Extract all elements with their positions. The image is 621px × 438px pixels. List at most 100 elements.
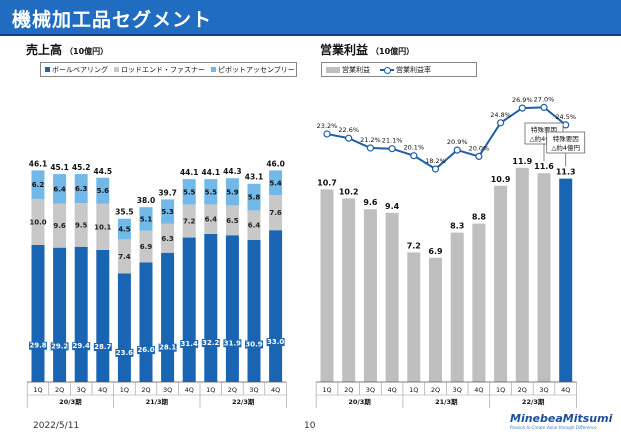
profit-group-label-1: 21/3期 <box>435 397 458 406</box>
legend-ball-label: ボールベアリング <box>52 65 108 74</box>
sales-group-label-0: 20/3期 <box>59 397 82 406</box>
sales-value-ball-10: 30.9 <box>245 340 262 348</box>
sales-bar-pivot-10 <box>247 183 261 211</box>
sales-bar-pivot-5 <box>139 207 153 231</box>
profit-value-8: 10.9 <box>491 175 511 184</box>
sales-total-11: 46.0 <box>266 159 285 168</box>
sales-value-ball-2: 29.4 <box>73 342 90 350</box>
profit-group-label-0: 20/3期 <box>348 397 371 406</box>
profit-value-0: 10.7 <box>317 178 337 187</box>
profit-xtick-9: 2Q <box>518 386 527 394</box>
legend-profit-label: 営業利益 <box>342 65 370 74</box>
sales-bar-rod-2 <box>74 203 88 247</box>
profit-xtick-2: 3Q <box>366 386 375 394</box>
profit-value-10: 11.6 <box>534 162 554 171</box>
rate-value-0: 23.2% <box>317 122 338 130</box>
sales-total-7: 44.1 <box>180 168 199 177</box>
rate-point-9 <box>518 104 526 112</box>
sales-value-pivot-2: 6.3 <box>75 185 88 193</box>
sales-bar-rod-7 <box>182 204 196 238</box>
rate-point-10 <box>540 103 548 112</box>
legend-rod-swatch <box>114 67 119 72</box>
sales-label-bg-10 <box>245 340 263 349</box>
sales-legend: ボールベアリング ロッドエンド・ファスナー ピボットアッセンブリー <box>40 62 297 77</box>
logo-name: MinebeaMitsumi <box>510 412 613 425</box>
sales-label-bg-4 <box>115 348 134 357</box>
profit-value-6: 8.3 <box>450 222 464 231</box>
title-bar: 機械加工品セグメント <box>0 0 621 36</box>
sales-bar-pivot-4 <box>117 218 131 240</box>
rate-point-11 <box>562 121 570 129</box>
profit-value-4: 7.2 <box>407 241 421 250</box>
sales-label-bg-7 <box>180 339 199 348</box>
sales-value-pivot-5: 5.1 <box>140 215 153 223</box>
sales-bar-rod-0 <box>31 198 45 245</box>
profit-bar-5 <box>429 257 442 382</box>
sales-value-ball-9: 31.9 <box>224 339 241 347</box>
sales-value-ball-0: 29.8 <box>29 342 46 350</box>
sales-value-pivot-10: 5.8 <box>248 194 261 202</box>
profit-xtick-6: 3Q <box>453 386 462 394</box>
footer-date: 2022/5/11 <box>33 421 80 431</box>
sales-value-ball-3: 28.7 <box>94 343 111 351</box>
sales-label-bg-1 <box>50 342 69 351</box>
sales-xtick-8: 1Q <box>206 386 215 394</box>
sales-bar-rod-8 <box>204 204 218 234</box>
sales-bar-ball-10 <box>247 239 261 382</box>
sales-unit: （10億円） <box>65 47 109 56</box>
sales-group-label-2: 22/3期 <box>232 397 255 406</box>
annotation-line2-0: △約4億円 <box>530 134 559 143</box>
sales-bar-pivot-8 <box>204 179 218 205</box>
profit-value-5: 6.9 <box>428 247 443 256</box>
legend-profit-swatch <box>326 66 340 73</box>
rate-value-10: 27.0% <box>534 95 555 103</box>
profit-xtick-8: 1Q <box>496 386 505 394</box>
sales-xtick-10: 3Q <box>249 386 258 394</box>
sales-bar-pivot-9 <box>225 178 239 206</box>
profit-value-1: 10.2 <box>339 187 359 196</box>
sales-total-2: 45.2 <box>72 163 91 172</box>
sales-bar-ball-0 <box>31 244 45 382</box>
sales-value-pivot-3: 5.6 <box>97 187 110 195</box>
sales-xtick-3: 4Q <box>98 386 107 394</box>
rate-value-4: 20.1% <box>403 144 424 152</box>
profit-value-7: 8.8 <box>472 213 487 222</box>
sales-value-ball-5: 26.0 <box>137 346 154 354</box>
sales-total-3: 44.5 <box>94 167 113 176</box>
sales-bar-ball-7 <box>182 237 196 382</box>
sales-total-4: 35.5 <box>115 208 134 217</box>
sales-bar-rod-3 <box>96 203 110 250</box>
legend-pivot-label: ピボットアッセンブリー <box>218 65 295 74</box>
rate-value-11: 24.5% <box>555 113 576 121</box>
sales-value-ball-1: 29.2 <box>51 342 68 350</box>
sales-value-pivot-8: 5.5 <box>205 188 218 196</box>
rate-value-3: 21.1% <box>382 137 403 145</box>
sales-value-rod-4: 7.4 <box>118 253 131 261</box>
sales-total-1: 45.1 <box>50 163 69 172</box>
rate-line <box>326 106 567 171</box>
rate-value-8: 24.8% <box>490 111 511 119</box>
annotation-line2-1: △約4億円 <box>551 143 580 152</box>
profit-bar-10 <box>537 173 551 382</box>
sales-xtick-2: 3Q <box>77 386 86 394</box>
legend-pivot: ピボットアッセンブリー <box>211 65 295 75</box>
profit-bar-9 <box>515 167 529 382</box>
sales-bar-rod-4 <box>117 239 131 274</box>
annotation-line1-0: 特殊要因 <box>531 125 557 134</box>
company-logo: MinebeaMitsumi Passion to Create Value t… <box>510 412 612 430</box>
sales-total-8: 44.1 <box>202 168 221 177</box>
legend-ball: ボールベアリング <box>45 65 108 75</box>
profit-bar-7 <box>472 223 486 382</box>
sales-total-5: 38.0 <box>137 196 156 205</box>
sales-bar-ball-9 <box>225 235 239 382</box>
sales-bar-ball-3 <box>96 249 110 382</box>
profit-xtick-1: 2Q <box>344 386 353 394</box>
sales-bar-pivot-1 <box>53 174 67 204</box>
legend-rate: 営業利益率 <box>380 65 431 75</box>
rate-point-4 <box>410 152 418 160</box>
profit-value-9: 11.9 <box>512 157 532 166</box>
profit-value-3: 9.4 <box>385 202 400 211</box>
profit-unit: （10億円） <box>371 47 415 56</box>
rate-point-7 <box>475 152 483 160</box>
